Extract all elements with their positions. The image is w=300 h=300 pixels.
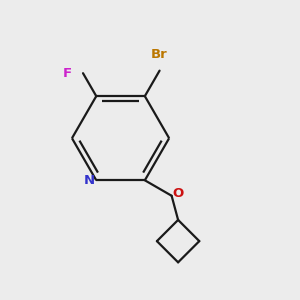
Text: F: F bbox=[62, 67, 71, 80]
Text: O: O bbox=[172, 187, 184, 200]
Text: Br: Br bbox=[151, 48, 168, 61]
Text: N: N bbox=[84, 174, 95, 187]
